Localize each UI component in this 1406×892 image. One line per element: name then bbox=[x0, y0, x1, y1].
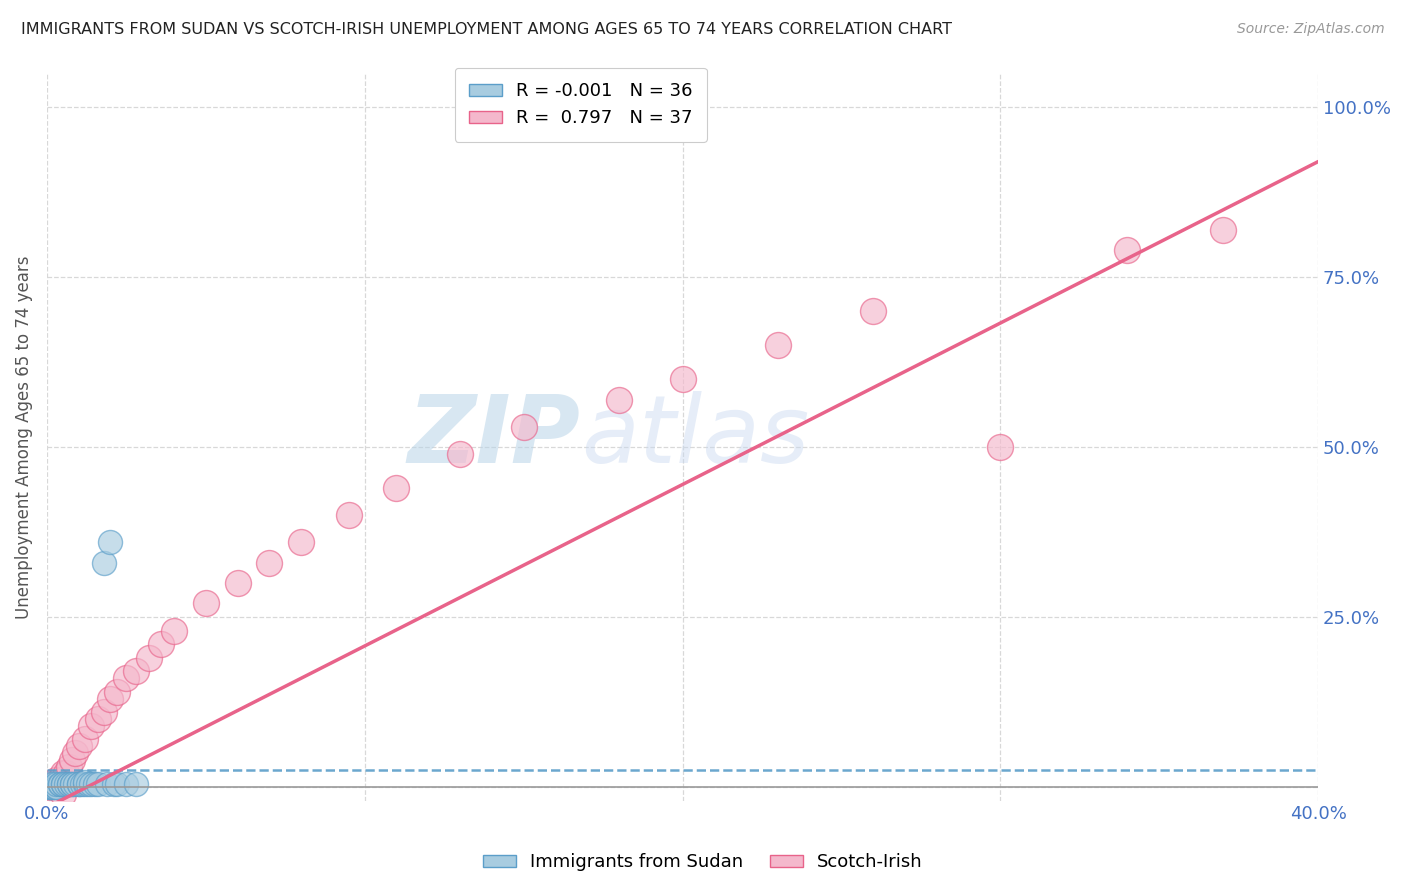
Point bbox=[48, 777, 70, 791]
Point bbox=[45, 780, 67, 794]
Point bbox=[449, 447, 471, 461]
Point bbox=[45, 780, 67, 794]
Point bbox=[73, 732, 96, 747]
Point bbox=[766, 338, 789, 352]
Point bbox=[60, 777, 83, 791]
Point bbox=[67, 777, 90, 791]
Point bbox=[73, 775, 96, 789]
Point bbox=[125, 777, 148, 791]
Point bbox=[194, 597, 217, 611]
Point bbox=[87, 712, 110, 726]
Point bbox=[45, 773, 67, 788]
Point bbox=[290, 535, 312, 549]
Point bbox=[58, 777, 80, 791]
Point bbox=[77, 777, 100, 791]
Point bbox=[100, 535, 122, 549]
Point bbox=[48, 773, 70, 788]
Legend: R = -0.001   N = 36, R =  0.797   N = 37: R = -0.001 N = 36, R = 0.797 N = 37 bbox=[454, 68, 707, 142]
Point bbox=[607, 392, 630, 407]
Point bbox=[55, 766, 77, 780]
Point bbox=[226, 576, 249, 591]
Point bbox=[671, 372, 693, 386]
Point bbox=[93, 705, 115, 719]
Legend: Immigrants from Sudan, Scotch-Irish: Immigrants from Sudan, Scotch-Irish bbox=[475, 847, 931, 879]
Text: ZIP: ZIP bbox=[408, 391, 581, 483]
Point bbox=[45, 777, 67, 791]
Point bbox=[70, 777, 93, 791]
Point bbox=[96, 777, 118, 791]
Point bbox=[39, 780, 62, 794]
Point bbox=[73, 777, 96, 791]
Point bbox=[259, 556, 281, 570]
Point bbox=[138, 651, 160, 665]
Text: Source: ZipAtlas.com: Source: ZipAtlas.com bbox=[1237, 22, 1385, 37]
Point bbox=[87, 777, 110, 791]
Point bbox=[83, 777, 105, 791]
Point bbox=[42, 780, 65, 794]
Point bbox=[385, 481, 408, 495]
Point bbox=[42, 777, 65, 791]
Point bbox=[42, 780, 65, 794]
Point bbox=[39, 780, 62, 794]
Point bbox=[862, 304, 884, 318]
Point bbox=[39, 777, 62, 791]
Point bbox=[39, 780, 62, 794]
Point bbox=[125, 665, 148, 679]
Point bbox=[337, 508, 360, 522]
Point bbox=[58, 777, 80, 791]
Text: atlas: atlas bbox=[581, 392, 808, 483]
Point bbox=[52, 766, 75, 780]
Point bbox=[55, 777, 77, 791]
Point bbox=[65, 777, 87, 791]
Point bbox=[67, 777, 90, 791]
Point bbox=[988, 440, 1011, 454]
Point bbox=[512, 419, 534, 434]
Point bbox=[105, 685, 128, 699]
Point bbox=[1212, 222, 1234, 236]
Point bbox=[67, 739, 90, 754]
Point bbox=[1116, 243, 1139, 257]
Text: IMMIGRANTS FROM SUDAN VS SCOTCH-IRISH UNEMPLOYMENT AMONG AGES 65 TO 74 YEARS COR: IMMIGRANTS FROM SUDAN VS SCOTCH-IRISH UN… bbox=[21, 22, 952, 37]
Y-axis label: Unemployment Among Ages 65 to 74 years: Unemployment Among Ages 65 to 74 years bbox=[15, 255, 32, 619]
Point bbox=[100, 691, 122, 706]
Point bbox=[58, 759, 80, 773]
Point bbox=[150, 637, 173, 651]
Point bbox=[163, 624, 186, 638]
Point bbox=[93, 556, 115, 570]
Point bbox=[105, 777, 128, 791]
Point bbox=[80, 719, 103, 733]
Point bbox=[60, 777, 83, 791]
Point bbox=[39, 780, 62, 794]
Point bbox=[80, 777, 103, 791]
Point bbox=[42, 777, 65, 791]
Point bbox=[48, 777, 70, 791]
Point bbox=[52, 777, 75, 791]
Point bbox=[52, 777, 75, 791]
Point bbox=[52, 787, 75, 801]
Point bbox=[115, 777, 138, 791]
Point bbox=[60, 753, 83, 767]
Point bbox=[115, 671, 138, 685]
Point bbox=[103, 777, 125, 791]
Point bbox=[65, 746, 87, 760]
